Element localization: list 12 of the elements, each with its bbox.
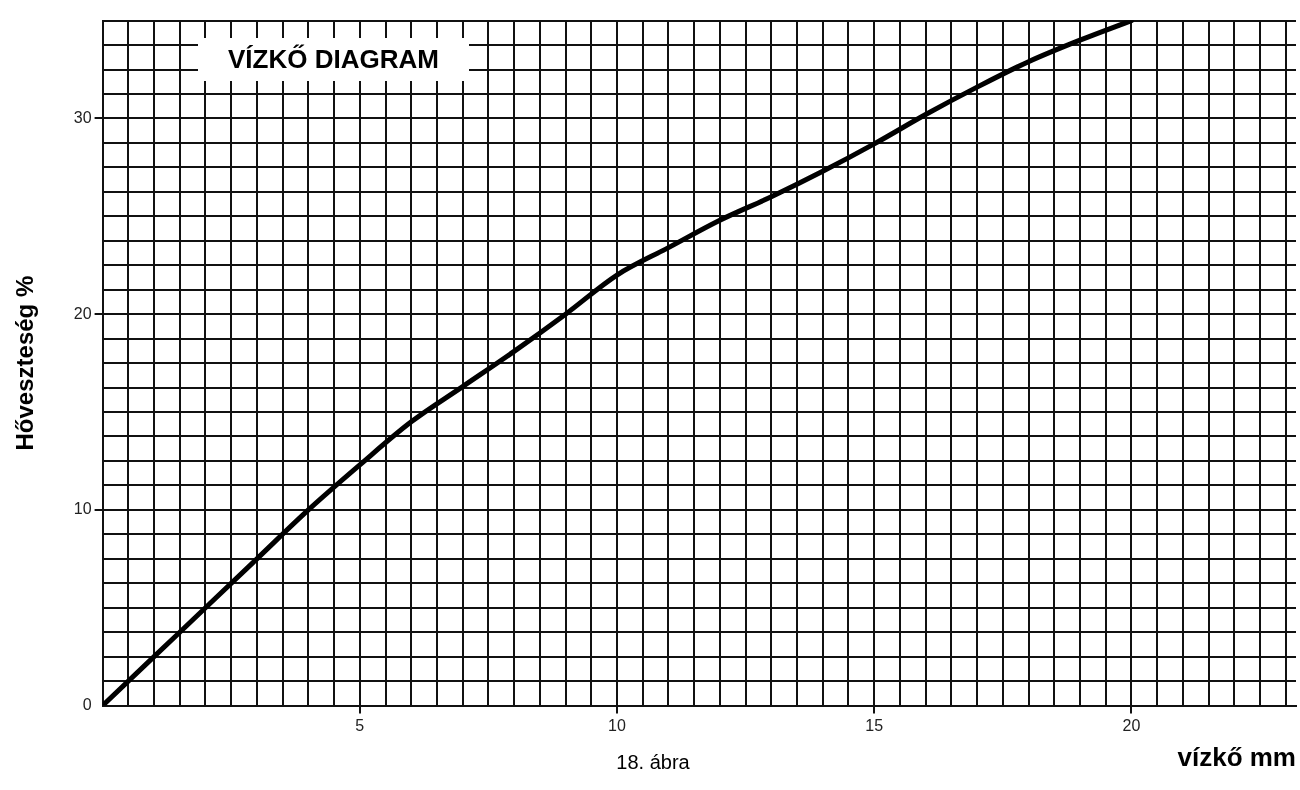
text: VÍZKŐ DIAGRAM [198,38,469,81]
x-axis-title: vízkő mm [1177,741,1296,772]
y-tick-label: 20 [73,304,92,322]
y-axis-title: Hőveszteség % [11,275,39,451]
x-tick-label: 20 [1122,716,1141,734]
x-tick-label: 10 [608,716,626,734]
y-tick-label: 0 [82,696,92,714]
x-tick-label: 5 [355,716,365,734]
y-tick-label: 10 [73,500,92,518]
x-tick-label: 15 [865,716,884,734]
y-tick-label: 30 [73,108,92,126]
text: 18. ábra [616,751,690,773]
